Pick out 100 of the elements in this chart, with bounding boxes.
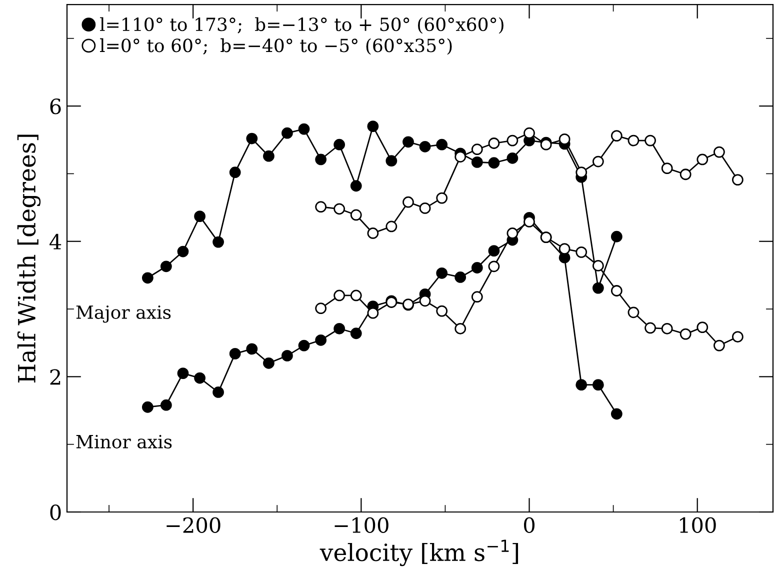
x-tick-label: −100 (334, 517, 388, 533)
point (454, 151, 466, 162)
annotation: Minor axis (76, 434, 172, 448)
point (714, 340, 725, 352)
point (263, 150, 274, 162)
point (436, 138, 448, 150)
point (419, 202, 431, 214)
point (471, 291, 483, 303)
y-tick-label: 2 (50, 369, 60, 385)
point (732, 331, 744, 342)
point (177, 368, 189, 379)
point (680, 328, 692, 340)
point (315, 154, 327, 166)
point (628, 134, 640, 146)
point (282, 350, 293, 362)
point (454, 322, 466, 334)
y-axis-title: Half Width [degrees] (17, 134, 41, 383)
point (298, 340, 310, 352)
point (661, 162, 673, 174)
point (212, 386, 224, 398)
point (177, 246, 189, 258)
point (610, 285, 622, 296)
y-tick-label: 6 (50, 98, 61, 114)
point (263, 357, 274, 369)
point (194, 372, 206, 384)
y-tick-label: 4 (50, 234, 62, 250)
point (471, 156, 483, 168)
point (714, 146, 725, 158)
point (160, 260, 172, 272)
point (212, 236, 224, 248)
point (350, 180, 362, 192)
point (419, 140, 431, 152)
point (628, 306, 640, 318)
point (592, 156, 604, 168)
point (558, 134, 570, 145)
point (334, 322, 346, 334)
point (298, 123, 310, 135)
legend-label: l=0° to 60°; b=−40° to −5° (60°x35°) (100, 38, 452, 55)
point (661, 322, 673, 334)
point (558, 243, 570, 254)
point (160, 399, 172, 411)
point (610, 230, 622, 242)
x-tick-label: 100 (680, 517, 716, 533)
point (610, 130, 622, 142)
point (142, 401, 154, 413)
point (592, 260, 604, 272)
point (471, 262, 483, 274)
point (576, 166, 588, 178)
point (334, 138, 346, 150)
point (436, 192, 448, 204)
point (367, 120, 379, 132)
point (644, 134, 656, 146)
point (419, 295, 431, 307)
point (696, 154, 708, 166)
annotation: Major axis (76, 305, 171, 323)
point (471, 144, 483, 156)
point (246, 132, 258, 144)
point (524, 216, 535, 228)
point (610, 408, 622, 420)
point (334, 290, 346, 302)
point (246, 343, 258, 355)
point (142, 272, 154, 284)
point (454, 272, 466, 283)
point (334, 203, 346, 215)
point (315, 302, 327, 314)
point (732, 174, 744, 186)
point (386, 220, 398, 232)
point (350, 328, 362, 340)
point (402, 196, 414, 208)
point (506, 152, 518, 164)
point (402, 136, 414, 148)
point (194, 210, 206, 222)
point (524, 127, 535, 139)
point (506, 228, 518, 239)
point (592, 379, 604, 390)
point (576, 379, 588, 390)
point (315, 334, 327, 346)
point (282, 127, 293, 139)
point (592, 282, 604, 294)
y-tick-label: 0 (50, 504, 61, 520)
point (680, 168, 692, 180)
x-tick-label: 0 (524, 517, 535, 533)
point (367, 228, 379, 239)
point (576, 246, 588, 258)
point (350, 209, 362, 221)
point (386, 155, 398, 167)
point (488, 138, 500, 149)
point (644, 322, 656, 334)
x-axis-title: velocity [km s$^{−1}$] (320, 540, 518, 566)
point (488, 157, 500, 169)
point (436, 305, 448, 317)
point (436, 267, 448, 279)
legend-label: l=110° to 173°; b=−13° to + 50° (60°x60°) (100, 17, 504, 34)
x-tick-label: −200 (166, 517, 220, 533)
point (696, 322, 708, 333)
point (350, 290, 362, 302)
point (506, 134, 518, 146)
point (488, 245, 500, 257)
point (229, 348, 241, 360)
point (315, 201, 327, 213)
